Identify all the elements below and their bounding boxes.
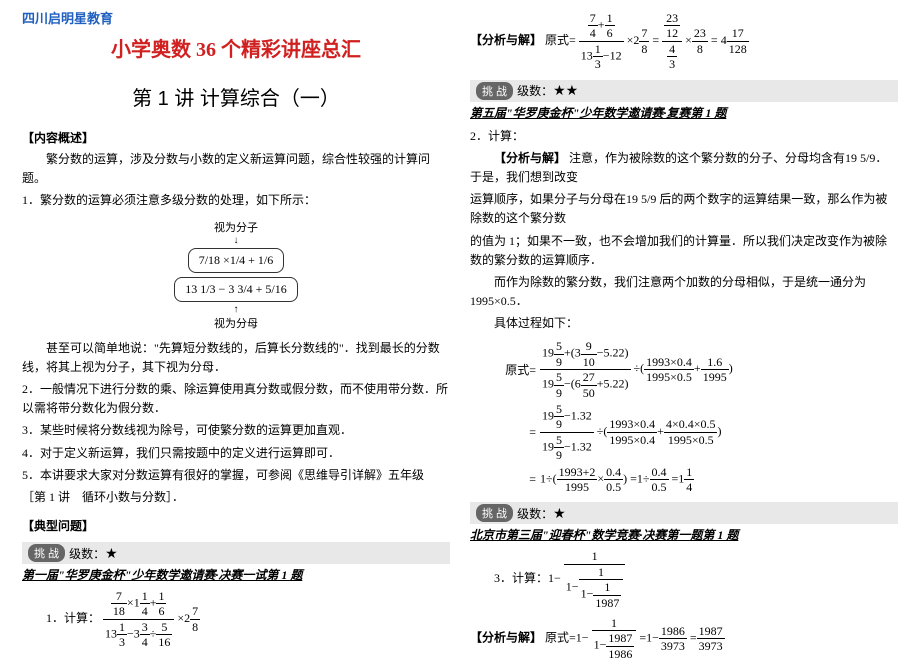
question-3: 3．计算：1− 1 1−11−11987 <box>494 549 898 610</box>
question-1-source: 第一届"华罗庚金杯"少年数学邀请赛·决赛一试第 1 题 <box>22 566 450 583</box>
challenge-badge-3: 挑 战 <box>476 504 513 522</box>
main-title: 小学奥数 36 个精彩讲座总汇 <box>22 33 450 62</box>
analysis-label-1: 【分析与解】 <box>470 33 542 47</box>
question-3-label: 3．计算：1− <box>494 571 561 585</box>
challenge-badge-2: 挑 战 <box>476 82 513 100</box>
question-2-source: 第五届"华罗庚金杯"少年数学邀请赛·复赛第 1 题 <box>470 104 898 121</box>
challenge-label-2: 级数： <box>517 82 553 99</box>
question-2-label: 2．计算： <box>470 127 898 146</box>
right-para-2: 运算顺序，如果分子与分母在19 5/9 后的两个数字的运算结果一致，那么作为被除… <box>470 190 898 228</box>
right-para-1: 【分析与解】 注意，作为被除数的这个繁分数的分子、分母均含有19 5/9．于是，… <box>470 149 898 187</box>
right-para-5: 具体过程如下： <box>470 314 898 333</box>
challenge-badge-1: 挑 战 <box>28 544 65 562</box>
challenge-label-3: 级数： <box>517 505 553 522</box>
diagram-box-denominator: 13 1/3 − 3 3/4 + 5/16 <box>174 277 298 302</box>
section-content-overview: 【内容概述】 <box>22 129 450 146</box>
page-container: 四川启明星教育 小学奥数 36 个精彩讲座总汇 第 1 讲 计算综合（一） 【内… <box>0 0 920 672</box>
lecture-title: 第 1 讲 计算综合（一） <box>22 82 450 111</box>
brand-text: 四川启明星教育 <box>22 8 450 27</box>
fraction-diagram: 视为分子 ↓ 7/18 ×1/4 + 1/6 13 1/3 − 3 3/4 + … <box>106 219 366 331</box>
star-icon: ★ <box>105 545 118 562</box>
question-3-source: 北京市第三届"迎春杯"数学竞赛·决赛第一题第 1 题 <box>470 526 898 543</box>
point-5: 5．本讲要求大家对分数运算有很好的掌握，可参阅《思维导引详解》五年级 <box>22 466 450 485</box>
question-1-expression: 718×114+16 1313−334÷516 ×278 <box>103 611 200 625</box>
after-diagram-text: 甚至可以简单地说："先算短分数线的，后算长分数线的"．找到最长的分数线，将其上视… <box>22 339 450 377</box>
analysis-1: 【分析与解】 原式= 74+16 1313−12 ×278 = 231243 ×… <box>470 11 898 72</box>
right-para-4: 而作为除数的繁分数，我们注意两个加数的分母相似，于是统一通分为 1995×0.5… <box>470 273 898 311</box>
question-1: 1．计算： 718×114+16 1313−334÷516 ×278 <box>46 589 450 650</box>
right-column: 【分析与解】 原式= 74+16 1313−12 ×278 = 231243 ×… <box>460 8 908 664</box>
right-para-3: 的值为 1；如果不一致，也不会增加我们的计算量．所以我们决定改变作为被除数的繁分… <box>470 232 898 270</box>
analysis-label-3: 【分析与解】 <box>470 630 542 644</box>
challenge-bar-2: 挑 战 级数： ★★ <box>470 80 898 102</box>
star-icon: ★ <box>553 505 566 522</box>
point-5b: ［第 1 讲 循环小数与分数］． <box>22 488 450 507</box>
point-4: 4．对于定义新运算，我们只需按题中的定义进行运算即可． <box>22 444 450 463</box>
point-1: 1．繁分数的运算必须注意多级分数的处理，如下所示： <box>22 191 450 210</box>
challenge-label-1: 级数： <box>69 545 105 562</box>
solution-2-block: 原式= 1959+(3910−5.22) 1959−(62750+5.22) ÷… <box>494 339 898 494</box>
point-3: 3．某些时候将分数线视为除号，可使繁分数的运算更加直观． <box>22 421 450 440</box>
diagram-top-label: 视为分子 <box>106 219 366 235</box>
analysis-3: 【分析与解】 原式=1− 11−19871986 =1−19863973 =19… <box>470 616 898 661</box>
point-2: 2．一般情况下进行分数的乘、除运算使用真分数或假分数，而不使用带分数．所以需将带… <box>22 380 450 418</box>
diagram-bottom-label: 视为分母 <box>106 315 366 331</box>
challenge-bar-3: 挑 战 级数： ★ <box>470 502 898 524</box>
analysis-label-2: 【分析与解】 <box>494 151 566 165</box>
question-1-label: 1．计算： <box>46 611 100 625</box>
section-typical-problems: 【典型问题】 <box>22 517 450 534</box>
left-column: 四川启明星教育 小学奥数 36 个精彩讲座总汇 第 1 讲 计算综合（一） 【内… <box>12 8 460 664</box>
intro-paragraph: 繁分数的运算，涉及分数与小数的定义新运算问题，综合性较强的计算问题。 <box>22 150 450 188</box>
star-icon: ★★ <box>553 82 578 99</box>
challenge-bar-1: 挑 战 级数： ★ <box>22 542 450 564</box>
diagram-box-numerator: 7/18 ×1/4 + 1/6 <box>188 248 285 273</box>
